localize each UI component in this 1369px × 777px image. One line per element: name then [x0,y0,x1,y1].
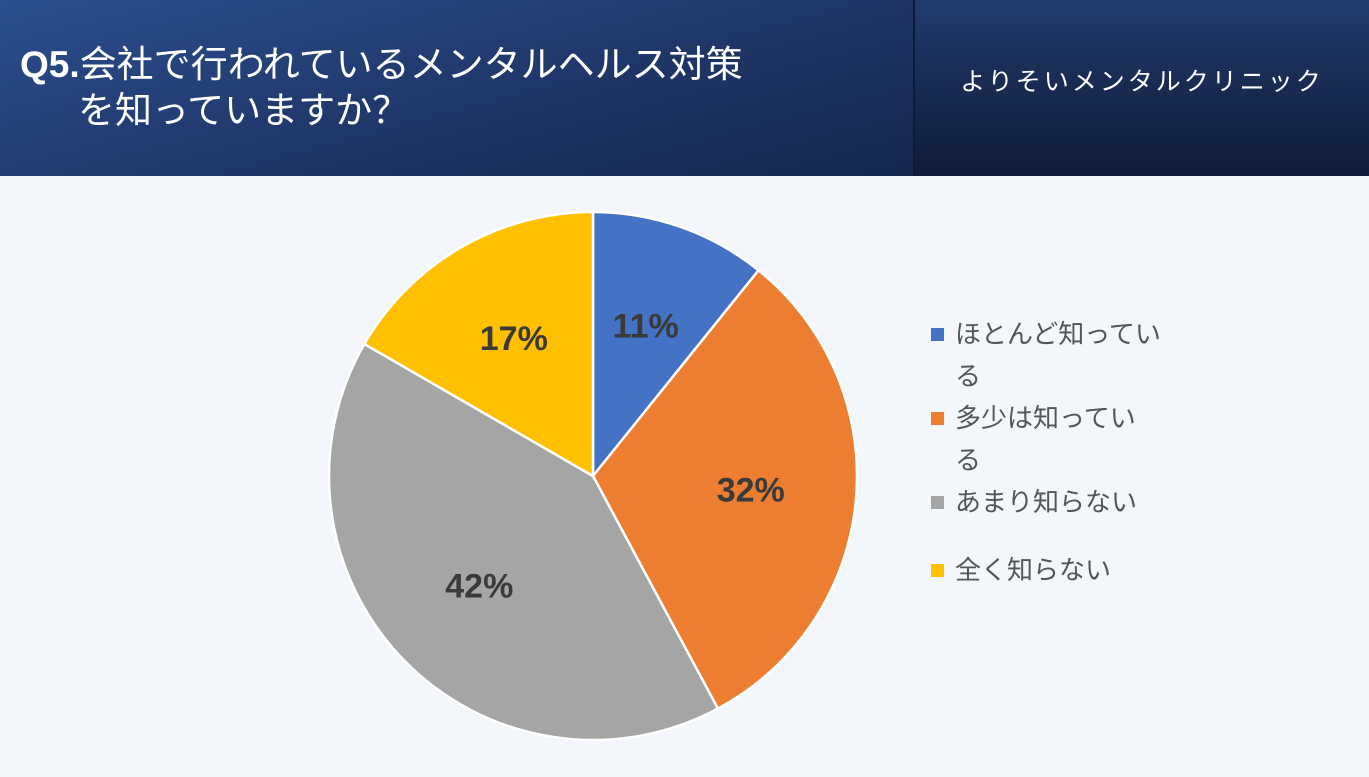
pie-slice-label-3: 17% [480,320,548,358]
header-brand-panel [915,0,1369,176]
legend-item-0: ほとんど知っている [931,314,1161,398]
legend-swatch-0 [931,328,944,341]
legend-item-2: あまり知らない [931,482,1161,524]
legend-label-1: 多少は知っている [955,404,1136,476]
pie-slice-2 [327,342,720,742]
pie-chart-area: 11% 32% 42% 17% ほとんど知っている 多少は知っている あまり知らない … [0,176,1369,777]
legend-swatch-1 [931,412,944,425]
chart-legend: ほとんど知っている 多少は知っている あまり知らない 全く知らない [931,314,1161,592]
page-title: Q5.会社で行われているメンタルヘルス対策 を知っていますか？ [20,42,900,134]
pie-slice-label-1: 32% [717,472,785,510]
title-line-1: 会社で行われているメンタルヘルス対策 [79,43,743,86]
header-divider [913,0,915,176]
legend-swatch-3 [931,564,944,577]
legend-item-3: 全く知らない [931,550,1161,592]
pie-slice-0 [591,210,761,480]
legend-label-0: ほとんど知っている [955,320,1161,392]
pie-slice-1 [591,268,859,711]
pie-slice-label-0: 11% [613,308,679,346]
title-line-2: を知っていますか？ [78,89,410,132]
legend-label-2: あまり知らない [955,488,1138,518]
legend-label-3: 全く知らない [955,556,1112,586]
clinic-name: よりそいメンタルクリニック [960,67,1324,96]
pie-slice-label-2: 42% [445,567,513,605]
question-number: Q5. [20,44,80,85]
legend-item-1: 多少は知っている [931,398,1161,482]
legend-swatch-2 [931,496,944,509]
pie-slice-3 [362,210,595,479]
pie-chart: 11% 32% 42% 17% [327,210,859,742]
